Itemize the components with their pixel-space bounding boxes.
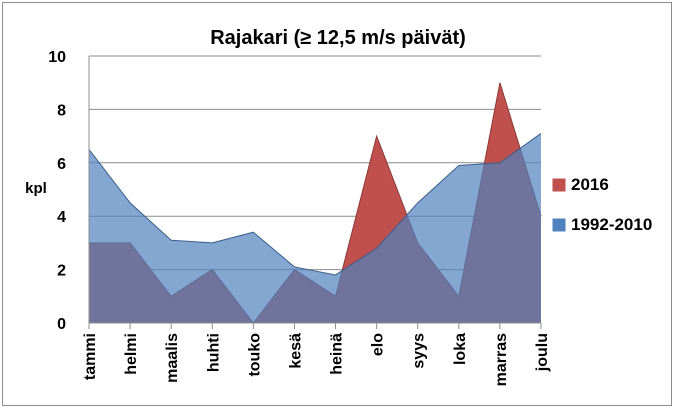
- legend-label-2016: 2016: [571, 175, 609, 194]
- y-tick-labels: 0 2 4 6 8 10: [48, 49, 66, 333]
- y-axis-label: kpl: [25, 180, 47, 197]
- x-tick-label-tammi: tammi: [82, 333, 99, 380]
- chart-title: Rajakari (≥ 12,5 m/s päivät): [210, 27, 466, 49]
- x-tick-label-marras: marras: [493, 333, 510, 386]
- x-tick-label-helmi: helmi: [123, 333, 140, 375]
- x-tick-labels: tammi helmi maalis huhti touko kesä heinä elo sy…: [82, 333, 551, 387]
- y-tick-label: 10: [48, 49, 66, 66]
- legend-swatch-1992-2010: [552, 218, 566, 232]
- y-tick-label: 8: [57, 102, 66, 119]
- legend-label-1992-2010: 1992-2010: [571, 215, 652, 234]
- legend-swatch-2016: [552, 178, 566, 192]
- line-1992-2010: [88, 133, 542, 276]
- x-tick-label-maalis: maalis: [164, 333, 181, 383]
- x-tick-label-elo: elo: [370, 333, 387, 356]
- y-tick-label: 6: [57, 156, 66, 173]
- y-tick-label: 2: [57, 263, 66, 280]
- x-tick-label-kesä: kesä: [287, 333, 304, 369]
- x-tick-label-loka: loka: [452, 333, 469, 365]
- plot-areas: [88, 82, 542, 324]
- axes: [88, 56, 542, 329]
- x-tick-label-touko: touko: [246, 333, 263, 377]
- x-tick-label-joulu: joulu: [534, 333, 551, 372]
- y-tick-label: 4: [57, 209, 66, 226]
- y-tick-label: 0: [57, 316, 66, 333]
- area-1992-2010: [89, 133, 541, 323]
- legend: 2016 1992-2010: [552, 175, 652, 234]
- x-tick-label-huhti: huhti: [205, 333, 222, 372]
- x-tick-label-syys: syys: [411, 333, 428, 369]
- x-tick-label-heinä: heinä: [329, 333, 346, 375]
